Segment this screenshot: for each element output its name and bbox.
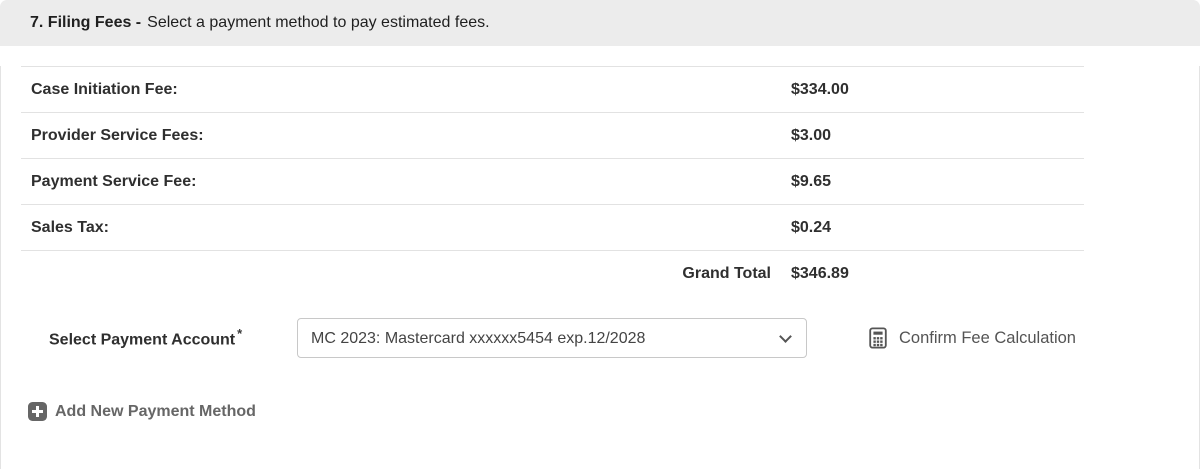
fee-row-payment-service: Payment Service Fee: $9.65 [21,158,1084,204]
fee-row-grand-total: Grand Total $346.89 [21,250,1084,296]
confirm-fee-calculation-label: Confirm Fee Calculation [899,328,1076,347]
payment-account-select[interactable]: MC 2023: Mastercard xxxxxx5454 exp.12/20… [297,318,807,358]
fee-label: Sales Tax: [31,218,109,236]
fee-label: Payment Service Fee: [31,172,197,190]
section-body: Case Initiation Fee: $334.00 Provider Se… [0,66,1200,469]
fee-label: Provider Service Fees: [31,126,204,144]
payment-account-row: Select Payment Account * MC 2023: Masterc… [1,318,1199,358]
grand-total-label: Grand Total [682,264,771,282]
section-title: 7. Filing Fees - [30,14,142,31]
fee-row-provider-service: Provider Service Fees: $3.00 [21,112,1084,158]
fee-amount: $334.00 [791,80,849,98]
section-subtitle: Select a payment method to pay estimated… [147,14,490,31]
fees-table: Case Initiation Fee: $334.00 Provider Se… [21,66,1084,296]
fee-amount: $3.00 [791,126,832,144]
select-payment-account-label: Select Payment Account * [49,326,297,349]
section-header: 7. Filing Fees - Select a payment method… [0,0,1200,46]
fee-row-case-initiation: Case Initiation Fee: $334.00 [21,66,1084,112]
fee-amount: $9.65 [791,172,832,190]
payment-account-select-wrap: MC 2023: Mastercard xxxxxx5454 exp.12/20… [297,318,807,358]
calculator-icon [867,327,889,349]
confirm-fee-calculation-button[interactable]: Confirm Fee Calculation [867,327,1076,349]
select-payment-account-text: Select Payment Account [49,331,236,349]
fee-label: Case Initiation Fee: [31,80,178,98]
plus-square-icon [28,402,47,421]
add-new-payment-method-button[interactable]: Add New Payment Method [28,402,1199,421]
grand-total-amount: $346.89 [791,264,849,282]
add-new-payment-method-label: Add New Payment Method [55,402,256,420]
fee-amount: $0.24 [791,218,832,236]
required-asterisk: * [237,326,243,342]
fee-row-sales-tax: Sales Tax: $0.24 [21,204,1084,250]
